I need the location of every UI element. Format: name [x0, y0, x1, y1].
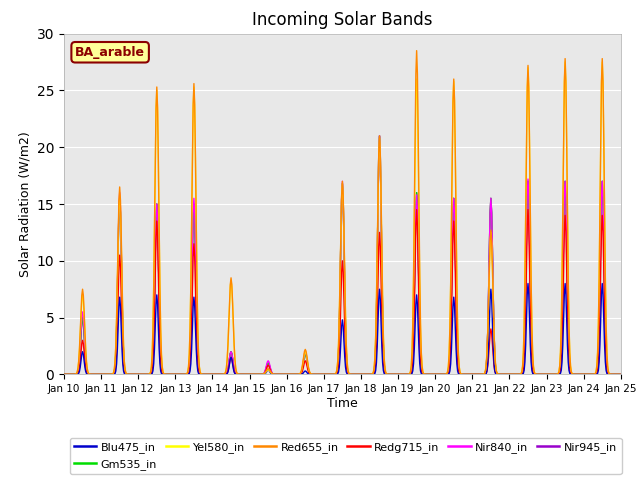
Legend: Blu475_in, Gm535_in, Yel580_in, Red655_in, Redg715_in, Nir840_in, Nir945_in: Blu475_in, Gm535_in, Yel580_in, Red655_i…: [70, 438, 621, 474]
Text: BA_arable: BA_arable: [75, 46, 145, 59]
Y-axis label: Solar Radiation (W/m2): Solar Radiation (W/m2): [18, 131, 31, 277]
X-axis label: Time: Time: [327, 397, 358, 410]
Title: Incoming Solar Bands: Incoming Solar Bands: [252, 11, 433, 29]
